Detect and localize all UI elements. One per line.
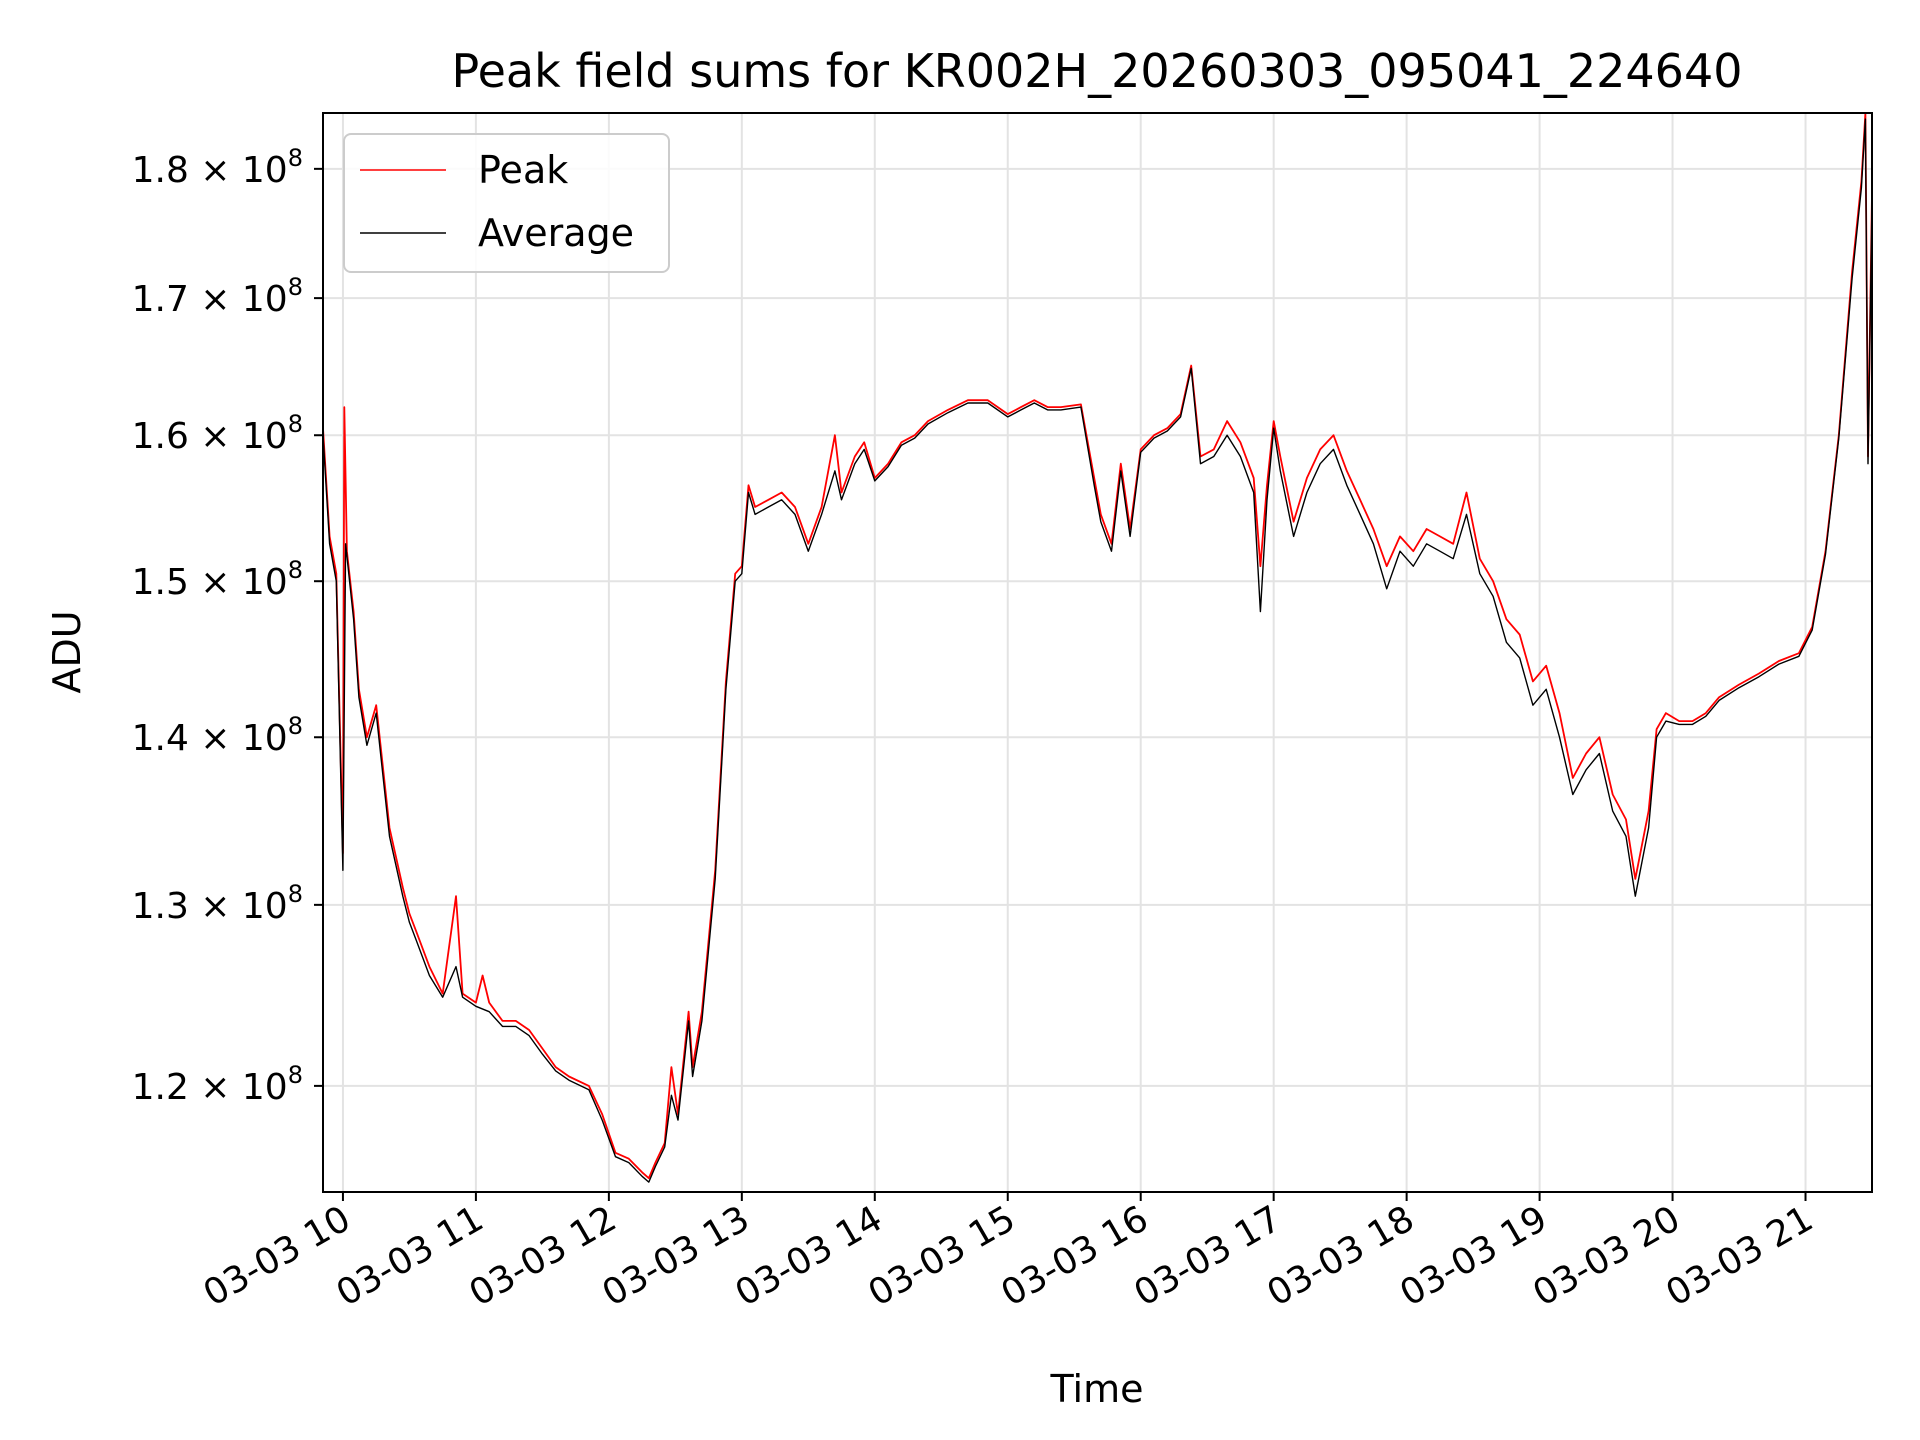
y-tick-label: 1.2 × 108 [132, 1061, 303, 1108]
y-tick-label: 1.7 × 108 [132, 273, 303, 320]
y-axis-label: ADU [45, 610, 89, 693]
legend-box [343, 133, 670, 273]
plot-frame [322, 112, 1873, 1193]
y-tick-label: 1.5 × 108 [132, 556, 303, 603]
legend-label-peak: Peak [478, 148, 568, 192]
legend-label-average: Average [478, 211, 634, 255]
chart-title: Peak field sums for KR002H_20260303_0950… [452, 44, 1743, 98]
y-tick-label: 1.6 × 108 [132, 410, 303, 457]
series-line-peak [323, 113, 1872, 1180]
grid-layer [323, 113, 1872, 1192]
y-tick-label: 1.3 × 108 [132, 880, 303, 927]
series-line-average [323, 118, 1872, 1183]
y-tick-label: 1.8 × 108 [132, 144, 303, 191]
x-axis-label: Time [1050, 1367, 1144, 1411]
legend: Peak Average [343, 133, 670, 273]
series-layer [323, 113, 1872, 1183]
y-tick-label: 1.4 × 108 [132, 712, 303, 759]
